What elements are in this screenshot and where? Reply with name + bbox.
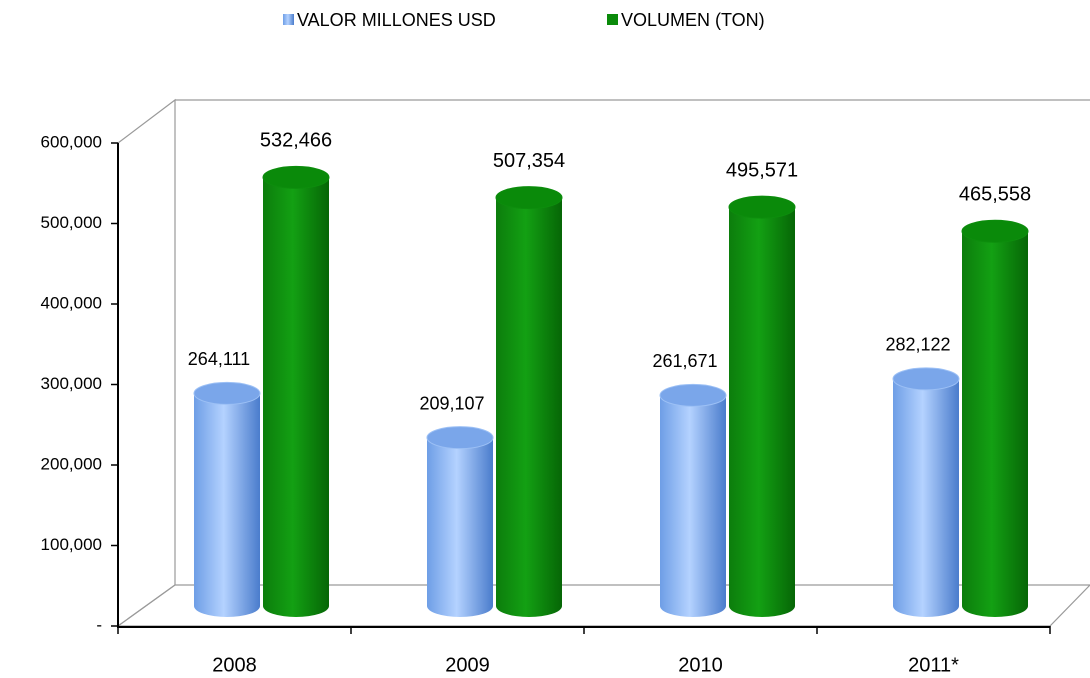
y-tick-label: 200,000 [41,454,102,473]
bar-top [728,195,796,219]
y-tick-label: 600,000 [41,132,102,151]
bar-top [426,426,494,450]
legend-label: VALOR MILLONES USD [297,10,496,30]
x-tick-label: 2008 [212,654,257,676]
bar-top [193,381,261,405]
y-tick-label: - [96,615,102,634]
legend-label: VOLUMEN (TON) [621,10,765,30]
value-label: 264,111 [188,349,250,369]
bar-top [659,383,727,407]
bar [660,395,726,606]
bar [893,378,959,606]
bar [427,437,493,606]
bar [729,207,795,606]
bar [263,177,329,606]
value-label: 507,354 [493,150,565,172]
bar-top [495,186,563,210]
value-label: 261,671 [652,351,717,371]
value-label: 209,107 [419,393,484,413]
bar [962,231,1028,606]
y-tick-label: 100,000 [41,535,102,554]
bar [496,197,562,607]
bar-top [262,165,330,189]
y-tick-label: 500,000 [41,213,102,232]
x-tick-label: 2009 [445,654,490,676]
value-label: 532,466 [260,130,332,152]
bar-top [961,219,1029,243]
x-tick-label: 2011* [908,654,959,676]
side-wall [117,98,176,628]
bar [194,393,260,606]
value-label: 495,571 [726,159,798,181]
legend-swatch [283,14,294,25]
value-label: 282,122 [885,335,950,355]
y-tick-label: 300,000 [41,374,102,393]
x-tick-label: 2010 [678,654,723,676]
y-tick-label: 400,000 [41,293,102,312]
legend-swatch [607,14,618,25]
value-label: 465,558 [959,184,1031,206]
bar-top [892,367,960,391]
